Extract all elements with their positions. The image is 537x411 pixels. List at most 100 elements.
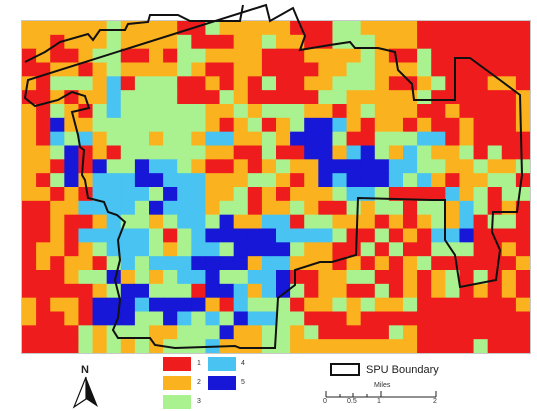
raster-cell bbox=[501, 131, 517, 147]
raster-cell bbox=[134, 34, 150, 50]
raster-cell bbox=[501, 90, 517, 105]
raster-cell bbox=[106, 200, 122, 216]
raster-cell bbox=[501, 270, 517, 285]
raster-cell bbox=[106, 187, 122, 202]
raster-cell bbox=[276, 214, 291, 230]
raster-cell bbox=[22, 339, 37, 353]
raster-cell bbox=[36, 311, 51, 326]
raster-cell bbox=[374, 311, 390, 326]
raster-cell bbox=[120, 339, 136, 353]
raster-cell bbox=[501, 339, 517, 353]
raster-cell bbox=[290, 48, 305, 64]
raster-cell bbox=[261, 325, 277, 340]
raster-cell bbox=[318, 159, 334, 174]
raster-cell bbox=[247, 145, 263, 160]
raster-cell bbox=[64, 34, 80, 50]
raster-cell bbox=[50, 48, 65, 64]
legend-label-3: 3 bbox=[197, 398, 201, 405]
raster-cell bbox=[78, 200, 94, 216]
raster-cell bbox=[64, 90, 80, 105]
raster-cell bbox=[515, 131, 530, 147]
raster-cell bbox=[374, 339, 390, 353]
raster-cell bbox=[431, 104, 446, 119]
raster-cell bbox=[92, 228, 108, 243]
raster-cell bbox=[78, 62, 94, 77]
scale-tick-2: 2 bbox=[433, 398, 437, 405]
raster-cell bbox=[106, 131, 122, 147]
raster-cell bbox=[92, 34, 108, 50]
raster-cell bbox=[417, 200, 432, 216]
raster-cell bbox=[247, 228, 263, 243]
raster-cell bbox=[177, 145, 192, 160]
raster-cell bbox=[501, 325, 517, 340]
raster-cell bbox=[360, 256, 376, 271]
raster-cell bbox=[191, 62, 207, 77]
raster-cell bbox=[388, 297, 404, 313]
raster-cell bbox=[417, 214, 432, 230]
raster-cell bbox=[64, 48, 80, 64]
raster-cell bbox=[501, 173, 517, 188]
raster-cell bbox=[177, 48, 192, 64]
raster-cell bbox=[163, 242, 178, 257]
raster-cell bbox=[64, 214, 80, 230]
raster-cell bbox=[247, 214, 263, 230]
raster-cell bbox=[318, 90, 334, 105]
raster-cell bbox=[134, 159, 150, 174]
raster-cell bbox=[261, 270, 277, 285]
raster-cell bbox=[304, 311, 319, 326]
raster-cell bbox=[388, 159, 404, 174]
raster-cell bbox=[360, 104, 376, 119]
raster-cell bbox=[22, 159, 37, 174]
raster-cell bbox=[374, 187, 390, 202]
raster-cell bbox=[304, 117, 319, 133]
raster-cell bbox=[22, 90, 37, 105]
raster-cell bbox=[78, 131, 94, 147]
raster-cell bbox=[149, 242, 164, 257]
raster-cell bbox=[191, 131, 207, 147]
raster-cell bbox=[92, 131, 108, 147]
raster-cell bbox=[374, 200, 390, 216]
raster-cell bbox=[134, 242, 150, 257]
raster-cell bbox=[106, 117, 122, 133]
raster-cell bbox=[445, 297, 461, 313]
raster-cell bbox=[36, 200, 51, 216]
raster-cell bbox=[134, 297, 150, 313]
raster-cell bbox=[177, 200, 192, 216]
raster-cell bbox=[473, 228, 489, 243]
legend-label-1: 1 bbox=[197, 360, 201, 367]
raster-cell bbox=[261, 242, 277, 257]
raster-cell bbox=[515, 90, 530, 105]
raster-cell bbox=[191, 117, 207, 133]
raster-cell bbox=[149, 145, 164, 160]
raster-cell bbox=[487, 339, 503, 353]
raster-cell bbox=[431, 311, 446, 326]
raster-cell bbox=[304, 173, 319, 188]
raster-cell bbox=[177, 104, 192, 119]
raster-cell bbox=[78, 325, 94, 340]
raster-cell bbox=[120, 256, 136, 271]
raster-cell bbox=[149, 228, 164, 243]
raster-cell bbox=[332, 228, 348, 243]
raster-cell bbox=[431, 256, 446, 271]
raster-cell bbox=[515, 214, 530, 230]
raster-cell bbox=[403, 21, 418, 36]
raster-cell bbox=[318, 34, 334, 50]
raster-cell bbox=[149, 159, 164, 174]
raster-cell bbox=[318, 104, 334, 119]
raster-cell bbox=[219, 90, 235, 105]
raster-cell bbox=[290, 104, 305, 119]
raster-cell bbox=[318, 297, 334, 313]
raster-cell bbox=[163, 339, 178, 353]
raster-cell bbox=[332, 34, 348, 50]
raster-cell bbox=[304, 104, 319, 119]
raster-cell bbox=[515, 145, 530, 160]
raster-cell bbox=[318, 187, 334, 202]
raster-cell bbox=[120, 76, 136, 91]
scale-tick-0-5: 0.5 bbox=[347, 398, 357, 405]
raster-cell bbox=[346, 242, 362, 257]
raster-cell bbox=[290, 297, 305, 313]
raster-cell bbox=[233, 339, 249, 353]
raster-cell bbox=[445, 76, 461, 91]
raster-cell bbox=[219, 21, 235, 36]
raster-cell bbox=[205, 173, 221, 188]
